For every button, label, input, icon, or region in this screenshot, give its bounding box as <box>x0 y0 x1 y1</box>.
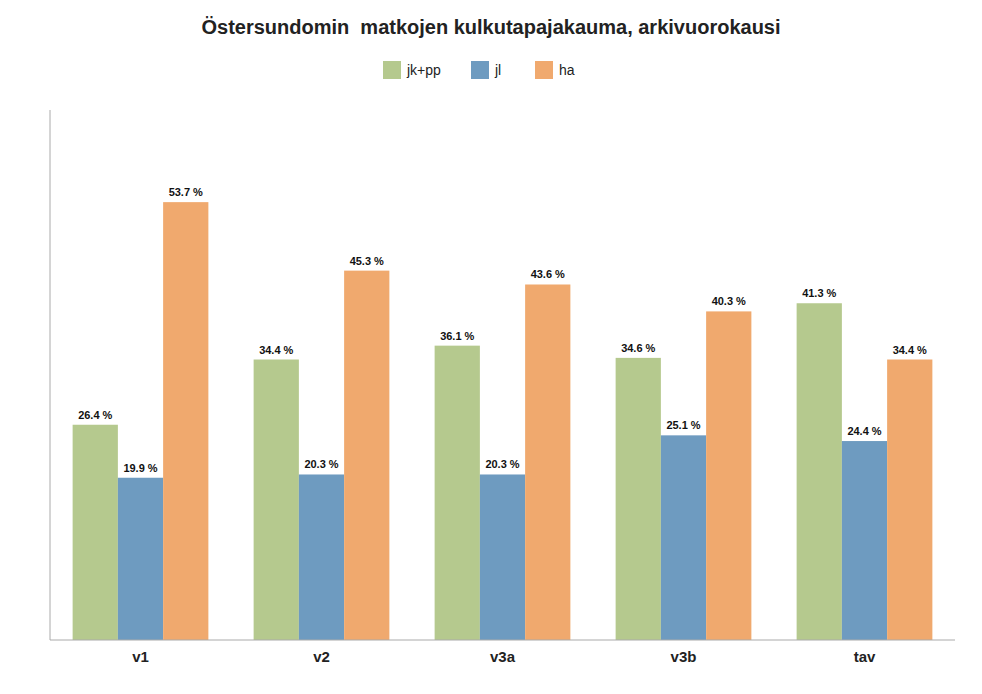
bar <box>797 303 842 640</box>
y-axis-line <box>50 110 51 640</box>
x-axis-line <box>50 640 955 641</box>
data-label: 41.3 % <box>802 287 836 299</box>
x-tick-label: v1 <box>132 648 149 665</box>
bar <box>616 358 661 640</box>
data-label: 45.3 % <box>350 255 384 267</box>
bar <box>254 360 299 640</box>
data-label: 25.1 % <box>666 419 700 431</box>
data-label: 19.9 % <box>123 462 157 474</box>
bar <box>887 360 932 640</box>
legend-label: jl <box>494 62 501 78</box>
data-label: 34.4 % <box>259 344 293 356</box>
data-labels: 26.4 % 34.4 % 36.1 % 34.6 % 41.3 % 19.9 % 20.3… <box>78 186 927 474</box>
legend-label: ha <box>559 62 575 78</box>
data-label: 43.6 % <box>531 268 565 280</box>
data-label: 20.3 % <box>304 458 338 470</box>
legend-swatch <box>383 61 401 79</box>
legend: jk+pp jl ha <box>383 61 575 79</box>
bars <box>73 202 933 640</box>
x-tick-label: v3b <box>671 648 697 665</box>
x-tick-label: tav <box>854 648 876 665</box>
legend-label: jk+pp <box>406 62 441 78</box>
data-label: 34.4 % <box>893 344 927 356</box>
bar <box>299 474 344 640</box>
x-tick-label: v3a <box>490 648 516 665</box>
bar <box>525 284 570 640</box>
data-label: 53.7 % <box>169 186 203 198</box>
bar <box>842 441 887 640</box>
chart-container: Östersundomin matkojen kulkutapajakauma,… <box>0 0 982 694</box>
data-label: 40.3 % <box>712 295 746 307</box>
bar <box>118 478 163 640</box>
legend-swatch <box>471 61 489 79</box>
bar <box>435 346 480 640</box>
chart-title: Östersundomin matkojen kulkutapajakauma,… <box>201 16 780 38</box>
data-label: 36.1 % <box>440 330 474 342</box>
bar <box>73 425 118 640</box>
legend-swatch <box>535 61 553 79</box>
data-label: 34.6 % <box>621 342 655 354</box>
bar <box>344 271 389 640</box>
bar <box>706 311 751 640</box>
chart: Östersundomin matkojen kulkutapajakauma,… <box>0 0 982 694</box>
x-tick-label: v2 <box>313 648 330 665</box>
bar <box>480 474 525 640</box>
bar <box>661 435 706 640</box>
data-label: 20.3 % <box>485 458 519 470</box>
bar <box>163 202 208 640</box>
data-label: 24.4 % <box>847 425 881 437</box>
data-label: 26.4 % <box>78 409 112 421</box>
